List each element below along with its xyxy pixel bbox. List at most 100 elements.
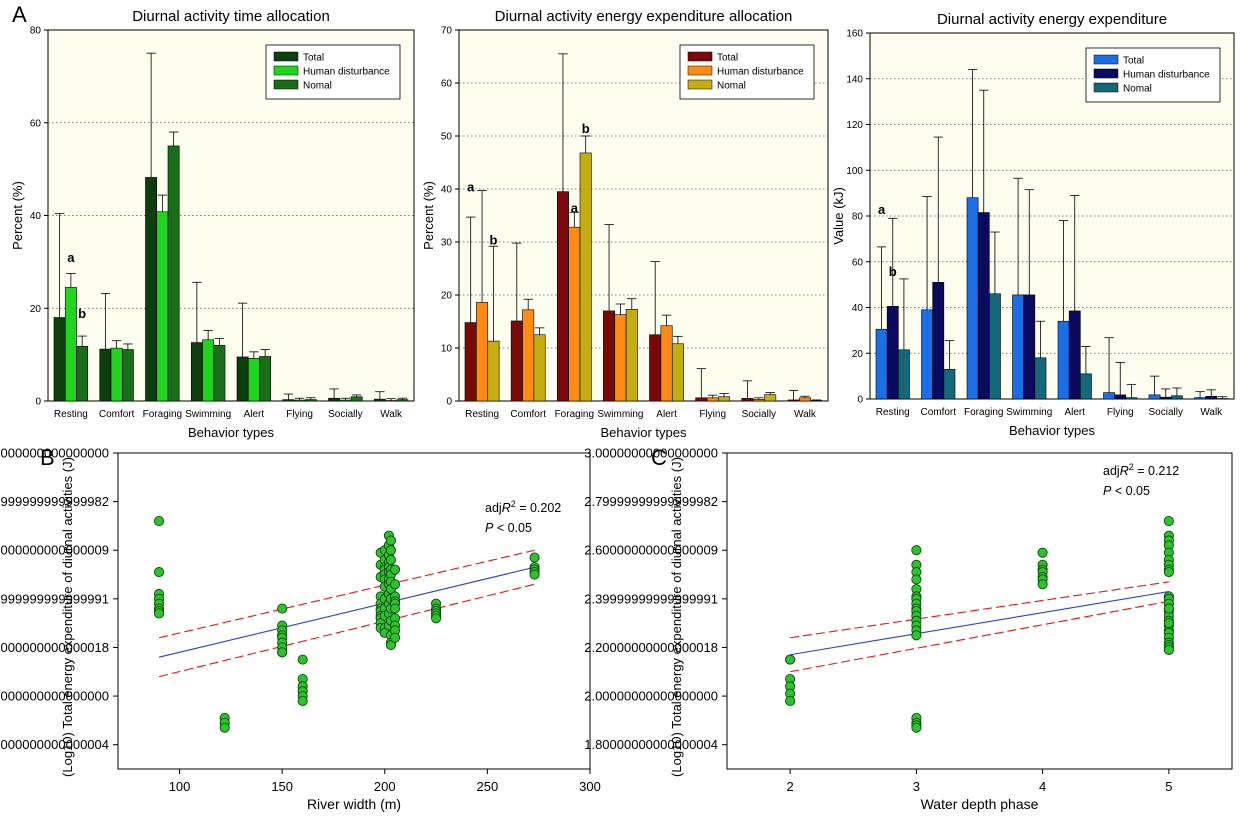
bar	[671, 343, 684, 402]
bar	[1171, 395, 1183, 400]
chart-title: Diurnal activity energy expenditure	[937, 11, 1167, 28]
legend-swatch	[1093, 54, 1119, 65]
y-tick-label: 2.79999999999999982	[584, 494, 718, 509]
y-tick-label: 140	[846, 74, 863, 85]
bar	[202, 339, 215, 402]
y-tick-label: 3.00000000000000000	[584, 446, 718, 461]
x-tick-label: Socially	[1149, 407, 1183, 418]
x-tick-label: Swimming	[1006, 407, 1052, 418]
data-point	[785, 695, 796, 706]
x-tick-label: 5	[1165, 779, 1172, 794]
bar	[396, 399, 409, 402]
x-axis-label: Behavior types	[601, 425, 687, 440]
bar	[282, 399, 295, 402]
y-tick-label: 160	[846, 29, 863, 40]
legend-swatch	[273, 79, 299, 90]
y-axis-label: Value (kJ)	[831, 187, 846, 245]
bar	[1103, 392, 1115, 400]
stat-p-value: P < 0.05	[1103, 484, 1150, 498]
bar	[706, 397, 719, 402]
x-axis-label: Behavior types	[1009, 423, 1095, 438]
significance-label: b	[582, 121, 590, 136]
bar	[798, 397, 811, 402]
bar	[213, 345, 226, 402]
legend-swatch	[1093, 82, 1119, 93]
bar	[464, 322, 477, 402]
data-point	[1037, 547, 1048, 558]
bar	[977, 212, 990, 400]
data-point	[1163, 618, 1174, 629]
bar	[156, 211, 169, 402]
bar	[921, 309, 933, 400]
data-point	[529, 569, 540, 580]
x-tick-label: Foraging	[964, 407, 1003, 418]
x-tick-label: Swimming	[185, 409, 231, 420]
y-tick-label: 50	[441, 132, 453, 143]
bar	[110, 347, 123, 402]
bar	[1057, 320, 1070, 400]
regression-line	[158, 566, 535, 658]
data-point	[277, 647, 288, 658]
legend-swatch	[687, 65, 713, 76]
y-axis-label: Percent (%)	[10, 181, 25, 250]
data-point	[297, 654, 308, 665]
significance-label: a	[67, 250, 75, 265]
panel-label-a: A	[12, 2, 27, 27]
x-tick-label: 250	[477, 779, 499, 794]
y-axis-label: (Log10) Total energy expenditure of diur…	[60, 457, 75, 777]
data-point	[389, 603, 401, 614]
legend-label: Nomal	[303, 81, 332, 92]
x-axis-label: Behavior types	[188, 425, 274, 440]
bar	[99, 348, 112, 402]
chart-title: Diurnal activity energy expenditure allo…	[495, 8, 793, 25]
bar	[1023, 294, 1036, 400]
y-tick-label: 80	[30, 26, 42, 37]
significance-label: a	[467, 179, 475, 194]
bar	[328, 397, 341, 402]
bar	[1148, 394, 1161, 400]
y-tick-label: 40	[30, 211, 42, 222]
legend-label: Total	[1123, 56, 1144, 67]
data-point	[153, 567, 165, 578]
x-tick-label: Alert	[1064, 407, 1085, 418]
x-tick-label: Flying	[1107, 407, 1134, 418]
y-tick-label: 40	[441, 185, 453, 196]
y-axis-label: (Log10) Total energy expenditure of diur…	[669, 457, 684, 777]
bar	[247, 358, 260, 402]
confidence-band-upper	[790, 581, 1169, 639]
bar	[898, 349, 910, 400]
stat-adj-r2: adjR2 = 0.212	[1103, 462, 1179, 478]
bar	[625, 309, 638, 402]
data-point	[385, 535, 396, 546]
bar	[966, 197, 979, 400]
x-tick-label: Alert	[244, 409, 265, 420]
y-tick-label: 2.20000000000000018	[0, 640, 109, 655]
bar	[741, 398, 754, 402]
bar	[568, 226, 581, 402]
x-tick-label: Resting	[876, 407, 910, 418]
y-tick-label: 2.00000000000000000	[584, 689, 718, 704]
bar	[64, 287, 77, 402]
bar	[943, 368, 956, 400]
y-tick-label: 0	[857, 395, 863, 406]
y-tick-label: 20	[441, 291, 453, 302]
bar	[614, 314, 627, 402]
bar	[236, 356, 249, 402]
bar	[522, 309, 535, 402]
scatter-chart-1: 1.80000000000000004 2.00000000000000000 2.…	[584, 446, 1233, 812]
bar	[1159, 396, 1172, 400]
legend: Total Human disturbance Nomal	[1085, 47, 1221, 103]
x-tick-label: Flying	[699, 409, 726, 420]
data-point	[431, 613, 442, 624]
bar	[350, 396, 363, 402]
bar	[579, 152, 592, 402]
bar	[875, 328, 888, 400]
significance-label: a	[878, 202, 886, 217]
panel-label-b: B	[40, 445, 55, 470]
bar-chart-2: 0 20 40 60 80 100 120 140 160 Diurnal activity en…	[831, 11, 1235, 438]
data-point	[389, 564, 401, 575]
legend-label: Human disturbance	[717, 67, 804, 78]
significance-label: b	[489, 232, 497, 247]
